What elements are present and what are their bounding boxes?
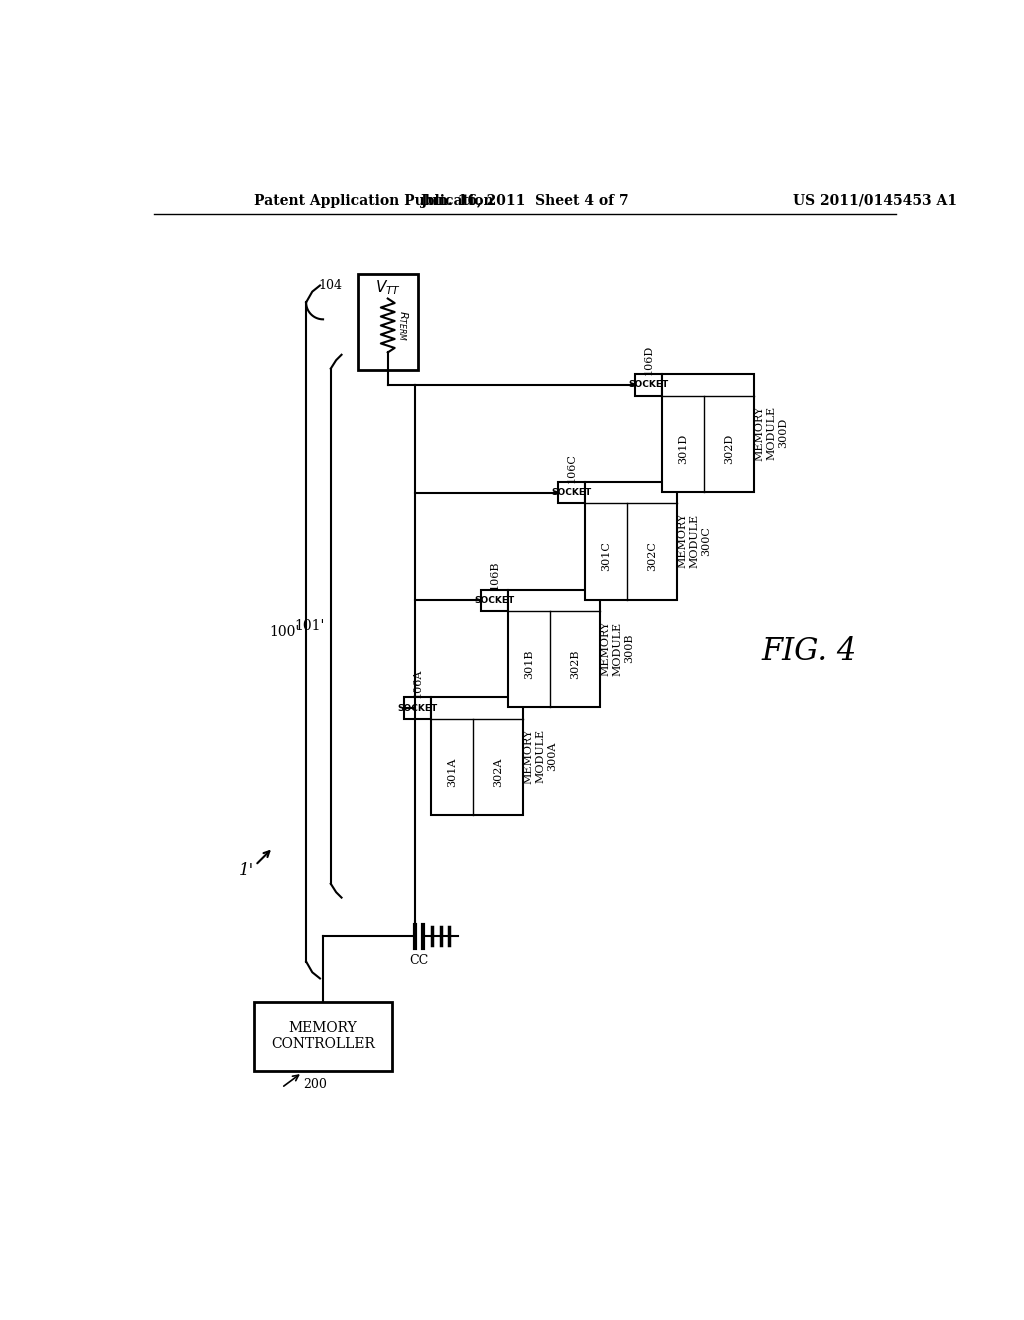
Bar	[254, 1002, 392, 1071]
Text: $R_{TERM}$: $R_{TERM}$	[396, 310, 410, 341]
Bar	[662, 374, 755, 492]
Text: 106C: 106C	[566, 453, 577, 483]
Text: MEMORY
MODULE
300B: MEMORY MODULE 300B	[601, 620, 634, 676]
Text: MEMORY
MODULE
300C: MEMORY MODULE 300C	[678, 513, 711, 569]
Text: 301A: 301A	[447, 758, 457, 787]
Text: 106B: 106B	[489, 561, 500, 590]
Bar	[481, 590, 508, 611]
Text: US 2011/0145453 A1: US 2011/0145453 A1	[793, 194, 956, 207]
Text: 301C: 301C	[601, 541, 611, 572]
Bar	[508, 590, 600, 708]
Text: 200: 200	[303, 1078, 328, 1092]
Text: 302A: 302A	[494, 758, 504, 787]
Text: 1': 1'	[239, 862, 254, 879]
Bar	[585, 482, 677, 599]
Bar	[403, 697, 431, 719]
Text: CC: CC	[410, 954, 429, 968]
Text: 104: 104	[318, 279, 343, 292]
Bar	[431, 697, 523, 816]
Text: Jun. 16, 2011  Sheet 4 of 7: Jun. 16, 2011 Sheet 4 of 7	[421, 194, 629, 207]
Text: 106D: 106D	[643, 345, 653, 375]
Text: 302D: 302D	[724, 433, 734, 463]
Text: SOCKET: SOCKET	[474, 595, 514, 605]
Bar	[558, 482, 585, 503]
Text: 106A: 106A	[413, 669, 422, 698]
Text: 301D: 301D	[678, 433, 688, 463]
Text: MEMORY
MODULE
300A: MEMORY MODULE 300A	[523, 729, 557, 784]
Text: FIG. 4: FIG. 4	[762, 636, 857, 667]
Text: SOCKET: SOCKET	[629, 380, 669, 389]
Text: 302B: 302B	[570, 649, 581, 678]
Text: Patent Application Publication: Patent Application Publication	[254, 194, 494, 207]
Text: 100': 100'	[269, 624, 300, 639]
Text: $V_{TT}$: $V_{TT}$	[375, 279, 400, 297]
Bar	[357, 275, 418, 370]
Text: SOCKET: SOCKET	[551, 488, 592, 498]
Bar	[635, 374, 662, 396]
Text: 301B: 301B	[524, 649, 535, 678]
Text: 101': 101'	[294, 619, 325, 634]
Text: MEMORY
MODULE
300D: MEMORY MODULE 300D	[755, 405, 787, 461]
Text: SOCKET: SOCKET	[397, 704, 437, 713]
Text: 302C: 302C	[647, 541, 657, 572]
Text: MEMORY
CONTROLLER: MEMORY CONTROLLER	[271, 1022, 375, 1051]
